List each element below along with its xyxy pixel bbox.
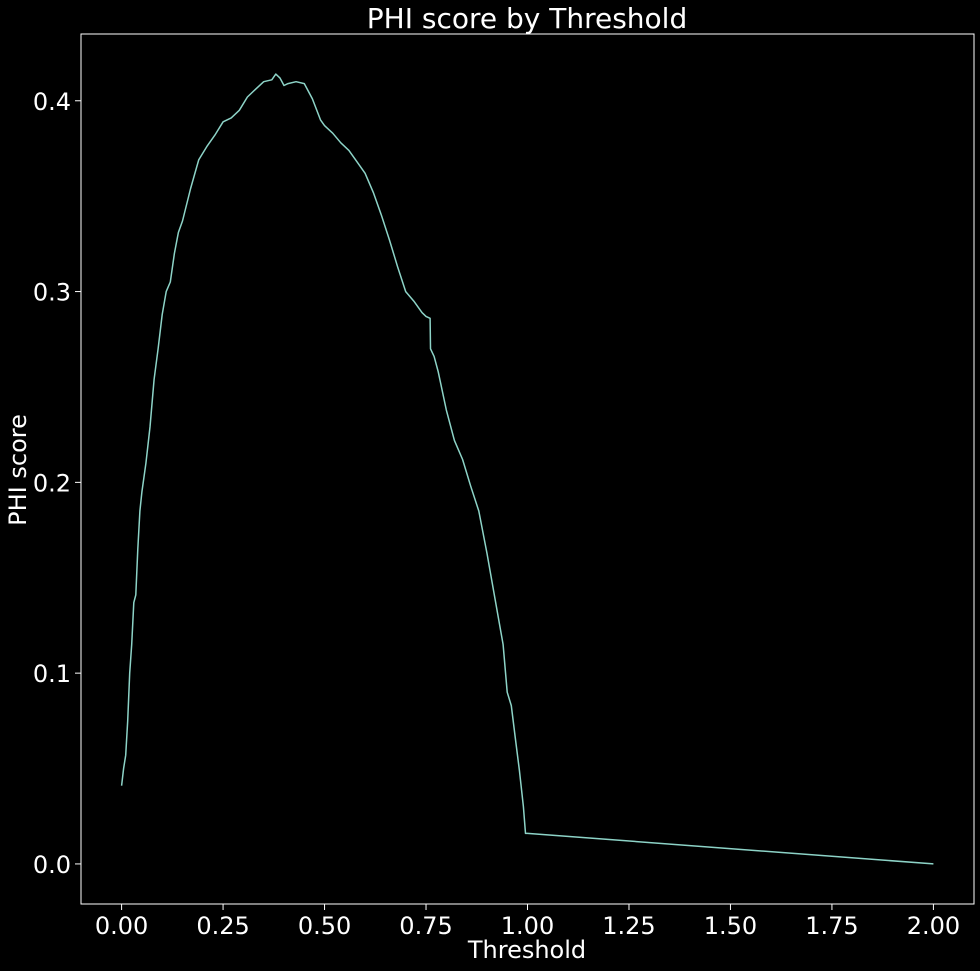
series-line-phi-score — [120, 73, 934, 865]
y-tick-label: 0.0 — [33, 851, 71, 879]
y-tick-label: 0.1 — [33, 660, 71, 688]
y-tick-label: 0.2 — [33, 469, 71, 497]
x-tick-label: 1.00 — [501, 912, 554, 940]
y-axis: 0.0 0.1 0.2 0.3 0.4 — [33, 88, 81, 879]
x-tick-label: 0.25 — [196, 912, 249, 940]
y-tick-label: 0.3 — [33, 279, 71, 307]
x-tick-label: 1.50 — [704, 912, 757, 940]
x-tick-label: 0.50 — [298, 912, 351, 940]
x-tick-label: 1.25 — [602, 912, 655, 940]
x-axis: 0.00 0.25 0.50 0.75 1.00 1.25 1.50 1.75 2.00 — [95, 904, 960, 940]
y-tick-label: 0.4 — [33, 88, 71, 116]
x-tick-label: 0.00 — [95, 912, 148, 940]
x-axis-title: Threshold — [467, 936, 586, 964]
chart-title: PHI score by Threshold — [367, 2, 687, 35]
x-tick-label: 2.00 — [907, 912, 960, 940]
x-tick-label: 1.75 — [805, 912, 858, 940]
x-tick-label: 0.75 — [399, 912, 452, 940]
y-axis-title: PHI score — [4, 414, 32, 526]
